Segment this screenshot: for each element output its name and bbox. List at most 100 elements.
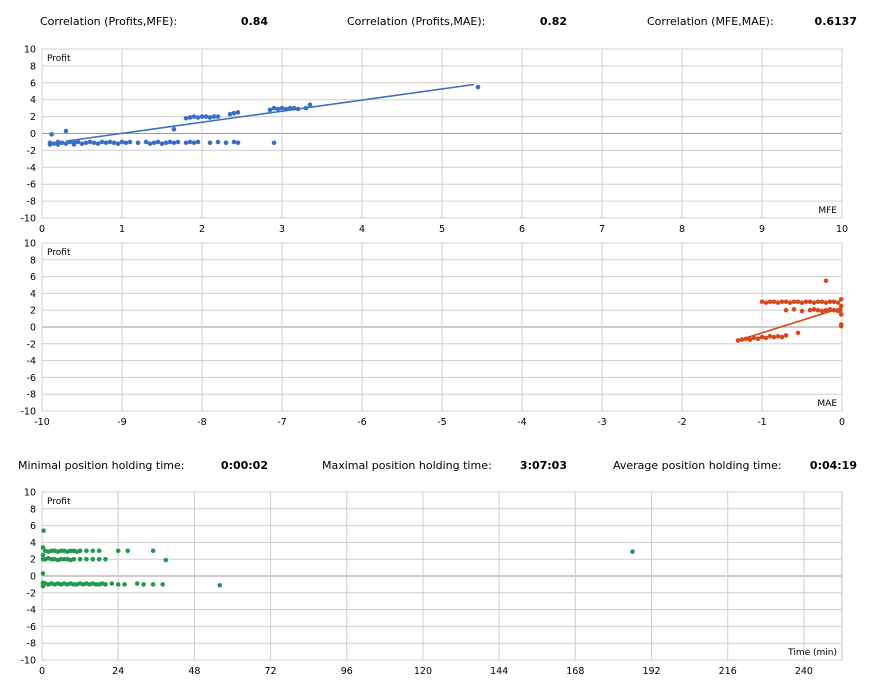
data-point (227, 111, 233, 117)
data-point (755, 336, 761, 342)
data-point (150, 582, 156, 587)
data-point (63, 141, 69, 146)
data-point (751, 335, 757, 341)
data-point (90, 548, 96, 554)
data-point (47, 142, 53, 147)
data-point (155, 139, 161, 145)
data-point (235, 140, 241, 146)
data-point (59, 140, 65, 146)
x-tick-label: 96 (341, 666, 353, 677)
data-point (199, 114, 205, 119)
data-point (815, 299, 821, 305)
data-point (831, 299, 837, 305)
y-tick-label: -4 (27, 163, 36, 174)
data-point (103, 556, 108, 562)
data-point (90, 556, 96, 562)
data-point (115, 548, 121, 554)
data-point (815, 307, 821, 313)
x-tick-label: 120 (414, 666, 432, 677)
data-point (187, 115, 193, 120)
data-point (71, 142, 77, 147)
y-tick-label: -6 (27, 622, 36, 633)
y-tick-label: -8 (27, 197, 36, 208)
data-point (838, 312, 844, 317)
y-tick-label: 2 (30, 112, 36, 123)
data-point (275, 106, 281, 112)
data-point (283, 106, 289, 112)
data-point (183, 140, 189, 146)
x-tick-label: -9 (117, 417, 126, 428)
y-tick-label: -2 (27, 339, 36, 350)
x-tick-label: 10 (836, 224, 848, 235)
data-point (630, 549, 635, 554)
y-tick-label: -6 (27, 180, 36, 191)
avg-hold-value: 0:04:19 (809, 459, 857, 472)
x-tick-label: 216 (719, 666, 737, 677)
data-point (171, 126, 177, 132)
data-point (51, 141, 57, 146)
data-point (135, 140, 141, 146)
data-point (195, 139, 201, 145)
data-point (807, 307, 813, 313)
data-point (799, 300, 805, 305)
x-tick-label: 8 (679, 224, 685, 235)
data-point (134, 581, 140, 586)
data-point (823, 307, 829, 313)
data-point (747, 337, 753, 342)
x-tick-label: 240 (795, 666, 813, 677)
data-point (143, 139, 149, 145)
x-tick-label: 7 (599, 224, 605, 235)
x-axis-label: MFE (818, 206, 837, 216)
x-tick-label: 0 (39, 666, 45, 677)
data-point (141, 582, 146, 587)
data-point (115, 582, 121, 587)
data-point (96, 556, 102, 562)
data-point (203, 114, 209, 119)
x-tick-label: 168 (566, 666, 584, 677)
x-tick-label: -6 (357, 417, 366, 428)
data-point (787, 300, 793, 305)
x-tick-label: -7 (277, 417, 286, 428)
y-tick-label: 0 (30, 572, 36, 583)
y-tick-label: 8 (30, 61, 36, 72)
data-point (125, 548, 131, 554)
data-point (771, 334, 777, 340)
data-point (838, 303, 844, 309)
min-hold-label: Minimal position holding time: (18, 459, 185, 472)
data-point (127, 139, 133, 145)
data-point (40, 571, 46, 576)
data-point (217, 582, 223, 588)
data-point (103, 140, 109, 146)
data-point (187, 139, 193, 145)
data-point (91, 140, 97, 146)
data-point (799, 308, 805, 314)
x-tick-label: 6 (519, 224, 525, 235)
y-tick-label: -2 (27, 146, 36, 157)
data-point (783, 333, 789, 338)
data-point (215, 114, 221, 119)
data-point (40, 545, 46, 550)
y-tick-label: -4 (27, 356, 36, 367)
data-point (71, 556, 77, 562)
data-point (83, 140, 89, 146)
data-point (150, 548, 156, 554)
data-point (49, 556, 54, 562)
data-point (207, 140, 213, 146)
x-tick-label: 2 (199, 224, 205, 235)
x-tick-label: -1 (757, 417, 766, 428)
data-point (771, 299, 777, 305)
data-point (71, 582, 77, 587)
y-tick-label: -10 (20, 407, 36, 418)
corr-profit-mfe-label: Correlation (Profits,MFE): (40, 15, 178, 28)
y-tick-label: 10 (24, 239, 36, 250)
correlation-stats: Correlation (Profits,MFE): 0.84 Correlat… (0, 15, 887, 35)
max-hold-label: Maximal position holding time: (322, 459, 492, 472)
y-axis-label: Profit (47, 54, 71, 64)
corr-profit-mfe-value: 0.84 (240, 15, 268, 28)
data-point (79, 141, 85, 146)
data-point (759, 299, 765, 305)
data-point (838, 307, 843, 313)
x-axis-label: MAE (817, 399, 837, 409)
